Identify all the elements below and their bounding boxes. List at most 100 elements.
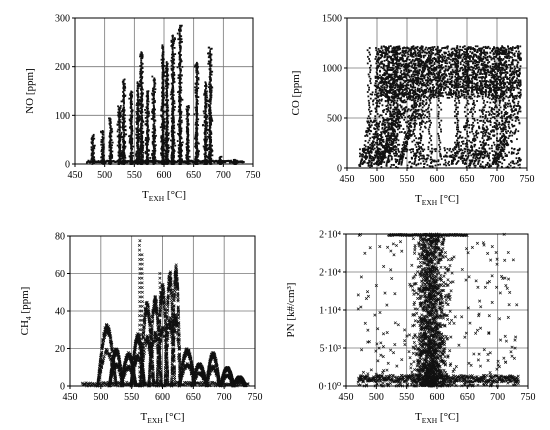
data-point bbox=[153, 159, 156, 162]
data-point bbox=[179, 147, 182, 150]
data-point bbox=[207, 100, 210, 102]
data-point bbox=[397, 118, 400, 121]
data-point bbox=[164, 75, 167, 78]
data-point bbox=[367, 161, 370, 164]
data-point bbox=[123, 151, 125, 154]
data-point bbox=[417, 98, 420, 101]
data-point bbox=[187, 129, 190, 131]
data-point bbox=[118, 153, 121, 156]
data-point bbox=[209, 155, 212, 158]
data-point bbox=[491, 116, 494, 119]
data-point bbox=[220, 155, 223, 158]
data-point bbox=[163, 74, 166, 77]
data-point bbox=[188, 162, 191, 165]
data-point bbox=[136, 91, 139, 93]
data-point bbox=[492, 134, 494, 137]
data-point bbox=[150, 118, 153, 120]
data-point bbox=[89, 161, 91, 164]
data-point bbox=[196, 112, 198, 115]
data-point bbox=[160, 58, 163, 61]
data-point bbox=[165, 137, 168, 139]
data-point bbox=[162, 161, 165, 163]
data-point bbox=[147, 138, 150, 141]
data-point bbox=[111, 156, 114, 159]
data-point bbox=[372, 103, 375, 106]
data-point bbox=[109, 126, 112, 128]
data-point bbox=[209, 102, 212, 105]
y-axis-label: NO [ppm] bbox=[24, 68, 36, 114]
data-point bbox=[379, 90, 382, 92]
data-point bbox=[380, 85, 383, 88]
data-point bbox=[498, 155, 500, 158]
data-point bbox=[120, 151, 123, 154]
data-point bbox=[217, 160, 220, 163]
data-point bbox=[137, 149, 140, 152]
data-point bbox=[388, 99, 391, 101]
data-point bbox=[162, 112, 165, 115]
data-point bbox=[140, 75, 143, 78]
data-point bbox=[179, 137, 182, 140]
data-point bbox=[518, 122, 521, 125]
data-point bbox=[210, 91, 213, 93]
data-point bbox=[511, 82, 514, 85]
data-point bbox=[162, 89, 164, 91]
data-point bbox=[100, 141, 103, 143]
data-point bbox=[485, 130, 488, 133]
data-point bbox=[102, 133, 105, 136]
data-point bbox=[148, 129, 150, 131]
data-point bbox=[137, 147, 139, 150]
data-point bbox=[170, 39, 173, 42]
data-point bbox=[166, 69, 169, 72]
data-point bbox=[92, 153, 94, 156]
data-point bbox=[161, 87, 163, 89]
data-point bbox=[178, 96, 181, 99]
data-point bbox=[129, 158, 132, 161]
data-point bbox=[179, 108, 182, 111]
data-point bbox=[416, 100, 419, 103]
data-point bbox=[87, 160, 89, 163]
data-point bbox=[163, 158, 165, 161]
data-point bbox=[161, 95, 163, 98]
data-point bbox=[171, 133, 174, 136]
data-point bbox=[146, 100, 149, 103]
data-point bbox=[169, 93, 172, 96]
data-point bbox=[195, 159, 198, 162]
data-point bbox=[140, 72, 143, 75]
data-point bbox=[480, 119, 483, 122]
data-point bbox=[204, 149, 207, 152]
data-point bbox=[387, 98, 389, 101]
data-point bbox=[490, 131, 493, 133]
data-point bbox=[511, 131, 514, 134]
data-point bbox=[479, 152, 482, 154]
data-point bbox=[179, 98, 181, 101]
data-point bbox=[110, 160, 113, 163]
data-point bbox=[148, 149, 151, 152]
data-point bbox=[165, 106, 168, 109]
data-point bbox=[508, 99, 510, 102]
data-point bbox=[172, 114, 174, 117]
data-point bbox=[468, 163, 471, 165]
data-point bbox=[517, 104, 520, 107]
data-point bbox=[186, 159, 189, 162]
data-point bbox=[170, 159, 173, 162]
data-point bbox=[102, 136, 105, 139]
data-point bbox=[172, 98, 175, 101]
data-point bbox=[147, 137, 150, 140]
data-point bbox=[211, 118, 213, 121]
data-point bbox=[369, 125, 372, 128]
data-point bbox=[130, 102, 133, 105]
data-point bbox=[140, 59, 143, 62]
data-point bbox=[161, 124, 164, 126]
data-point bbox=[130, 137, 132, 140]
data-point bbox=[498, 154, 501, 156]
data-point bbox=[502, 130, 504, 133]
data-point bbox=[172, 75, 175, 78]
data-point bbox=[505, 132, 508, 134]
data-point bbox=[205, 143, 207, 146]
data-point bbox=[480, 144, 483, 146]
data-point bbox=[367, 120, 370, 123]
data-point bbox=[140, 111, 142, 114]
data-point bbox=[100, 131, 103, 134]
data-point bbox=[196, 137, 198, 140]
data-point bbox=[123, 106, 125, 109]
